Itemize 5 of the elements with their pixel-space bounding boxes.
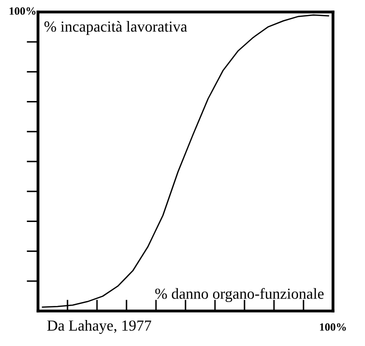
text: Da Lahaye, 1977	[47, 320, 152, 334]
y-axis-title: % incapacità lavorativa	[44, 20, 188, 35]
text: 100%	[10, 7, 36, 15]
x-axis-title: % danno organo-funzionale	[155, 288, 324, 302]
text: 100%	[320, 323, 346, 331]
